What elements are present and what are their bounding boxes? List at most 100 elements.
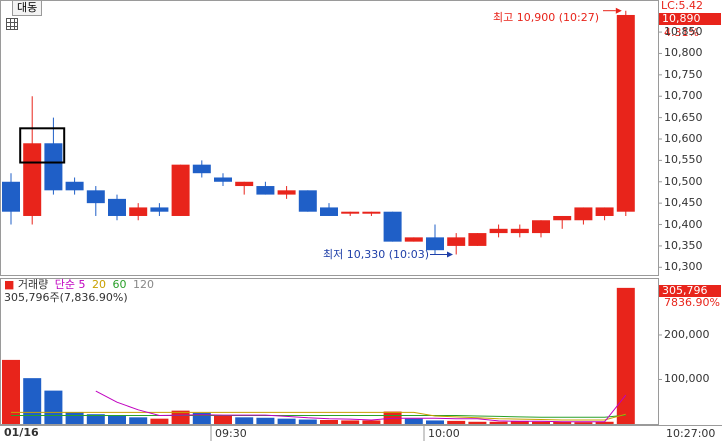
volume-legend: ■ 거래량 단순 5 20 60 120	[4, 278, 155, 291]
candle-body	[383, 211, 402, 242]
volume-bar	[129, 417, 148, 424]
lc-label: LC:5.42	[661, 0, 704, 12]
volume-panel-frame	[0, 278, 659, 425]
candle-body	[256, 186, 275, 195]
price-tick-label: 10,550	[664, 153, 703, 167]
price-tick-label: 10,600	[664, 131, 703, 145]
volume-bar	[256, 417, 275, 424]
volume-bar	[150, 418, 169, 424]
candle-body	[532, 220, 550, 234]
ma60-label: 60	[112, 278, 127, 291]
ticker-name[interactable]: 대동	[12, 0, 43, 16]
volume-tick-label: 200,000	[664, 327, 710, 341]
volume-ma5-line	[95, 390, 627, 423]
volume-bar	[341, 420, 360, 424]
volume-bar	[574, 422, 593, 424]
ma20-label: 20	[92, 278, 107, 291]
candle-body	[447, 237, 466, 246]
volume-bar	[214, 415, 232, 424]
grid-view-icon[interactable]	[6, 18, 18, 30]
volume-bar	[65, 411, 84, 424]
ma5-label: 5	[78, 278, 86, 291]
volume-bar	[532, 421, 550, 424]
volume-bar	[362, 420, 381, 424]
volume-bar	[595, 421, 614, 424]
volume-bar	[23, 378, 42, 424]
volume-bar	[44, 390, 63, 424]
candle-body	[192, 164, 211, 174]
volume-bar	[171, 410, 190, 424]
volume-bar	[616, 287, 635, 424]
price-tick-label: 10,750	[664, 67, 703, 81]
time-tick-0930: 09:30	[215, 427, 247, 440]
candle-body	[2, 181, 20, 212]
volume-bar	[320, 419, 338, 424]
volume-bar	[108, 415, 126, 424]
candle-body	[553, 215, 572, 221]
low-annotation: 최저 10,330 (10:03)	[323, 248, 430, 261]
candle-body	[65, 181, 84, 191]
volume-summary: 305,796주(7,836.90%)	[4, 291, 128, 304]
candle-body	[277, 190, 296, 195]
candle-body	[171, 164, 190, 216]
low-arrow-head	[447, 251, 453, 258]
volume-bar	[235, 417, 254, 424]
volume-bar	[489, 421, 508, 424]
volume-tick-label: 100,000	[664, 372, 710, 386]
volume-bar	[553, 421, 572, 424]
volume-bar	[277, 418, 296, 424]
candle-body	[595, 207, 614, 216]
time-tick-1000: 10:00	[428, 427, 460, 440]
volume-ma60-line	[11, 414, 626, 418]
price-tick-label: 10,350	[664, 238, 703, 252]
candle-body	[23, 143, 42, 216]
volume-bar	[447, 420, 466, 424]
volume-bar	[404, 418, 423, 424]
price-tick-label: 10,700	[664, 89, 703, 103]
candle-body	[298, 190, 317, 212]
candle-body	[616, 14, 635, 212]
volume-bar	[510, 421, 529, 424]
high-annotation: 최고 10,900 (10:27)	[493, 11, 600, 24]
candle-body	[320, 207, 338, 216]
volume-legend-title: 거래량	[17, 278, 49, 291]
candle-body	[86, 190, 105, 204]
candle-body	[489, 228, 508, 234]
candle-body	[426, 237, 444, 251]
time-tick-current: 10:27:00	[666, 427, 716, 440]
price-tick-label: 10,850	[664, 25, 703, 39]
current-price-badge: 10,890	[659, 13, 721, 25]
volume-bar	[468, 421, 487, 424]
candle-body	[468, 233, 487, 246]
high-arrow-head	[615, 7, 622, 14]
selection-box	[19, 127, 66, 164]
volume-bar	[298, 419, 317, 424]
candle-body	[44, 143, 63, 191]
candle-body	[404, 237, 423, 242]
ma120-label: 120	[133, 278, 155, 291]
candle-body	[574, 207, 593, 221]
volume-bar	[2, 359, 20, 424]
candle-body	[235, 181, 254, 187]
price-tick-label: 10,500	[664, 174, 703, 188]
volume-bar	[192, 412, 211, 424]
candle-body	[341, 211, 360, 214]
volume-bar	[86, 414, 105, 424]
volume-ma20-line	[11, 411, 626, 421]
price-tick-label: 10,800	[664, 46, 703, 60]
price-tick-label: 10,400	[664, 217, 703, 231]
price-tick-label: 10,300	[664, 260, 703, 274]
current-volume-badge: 305,796	[659, 285, 721, 297]
change-pct: 4.31%	[664, 26, 699, 39]
candle-body	[214, 177, 232, 182]
price-tick-label: 10,450	[664, 196, 703, 210]
candle-body	[108, 198, 126, 216]
candle-body	[129, 207, 148, 216]
ma-type-label: 단순	[54, 278, 76, 291]
price-panel-frame	[0, 0, 659, 276]
price-tick-label: 10,650	[664, 110, 703, 124]
candle-body	[150, 207, 169, 212]
candle-body	[510, 228, 529, 234]
date-label: 01/16	[4, 426, 39, 439]
